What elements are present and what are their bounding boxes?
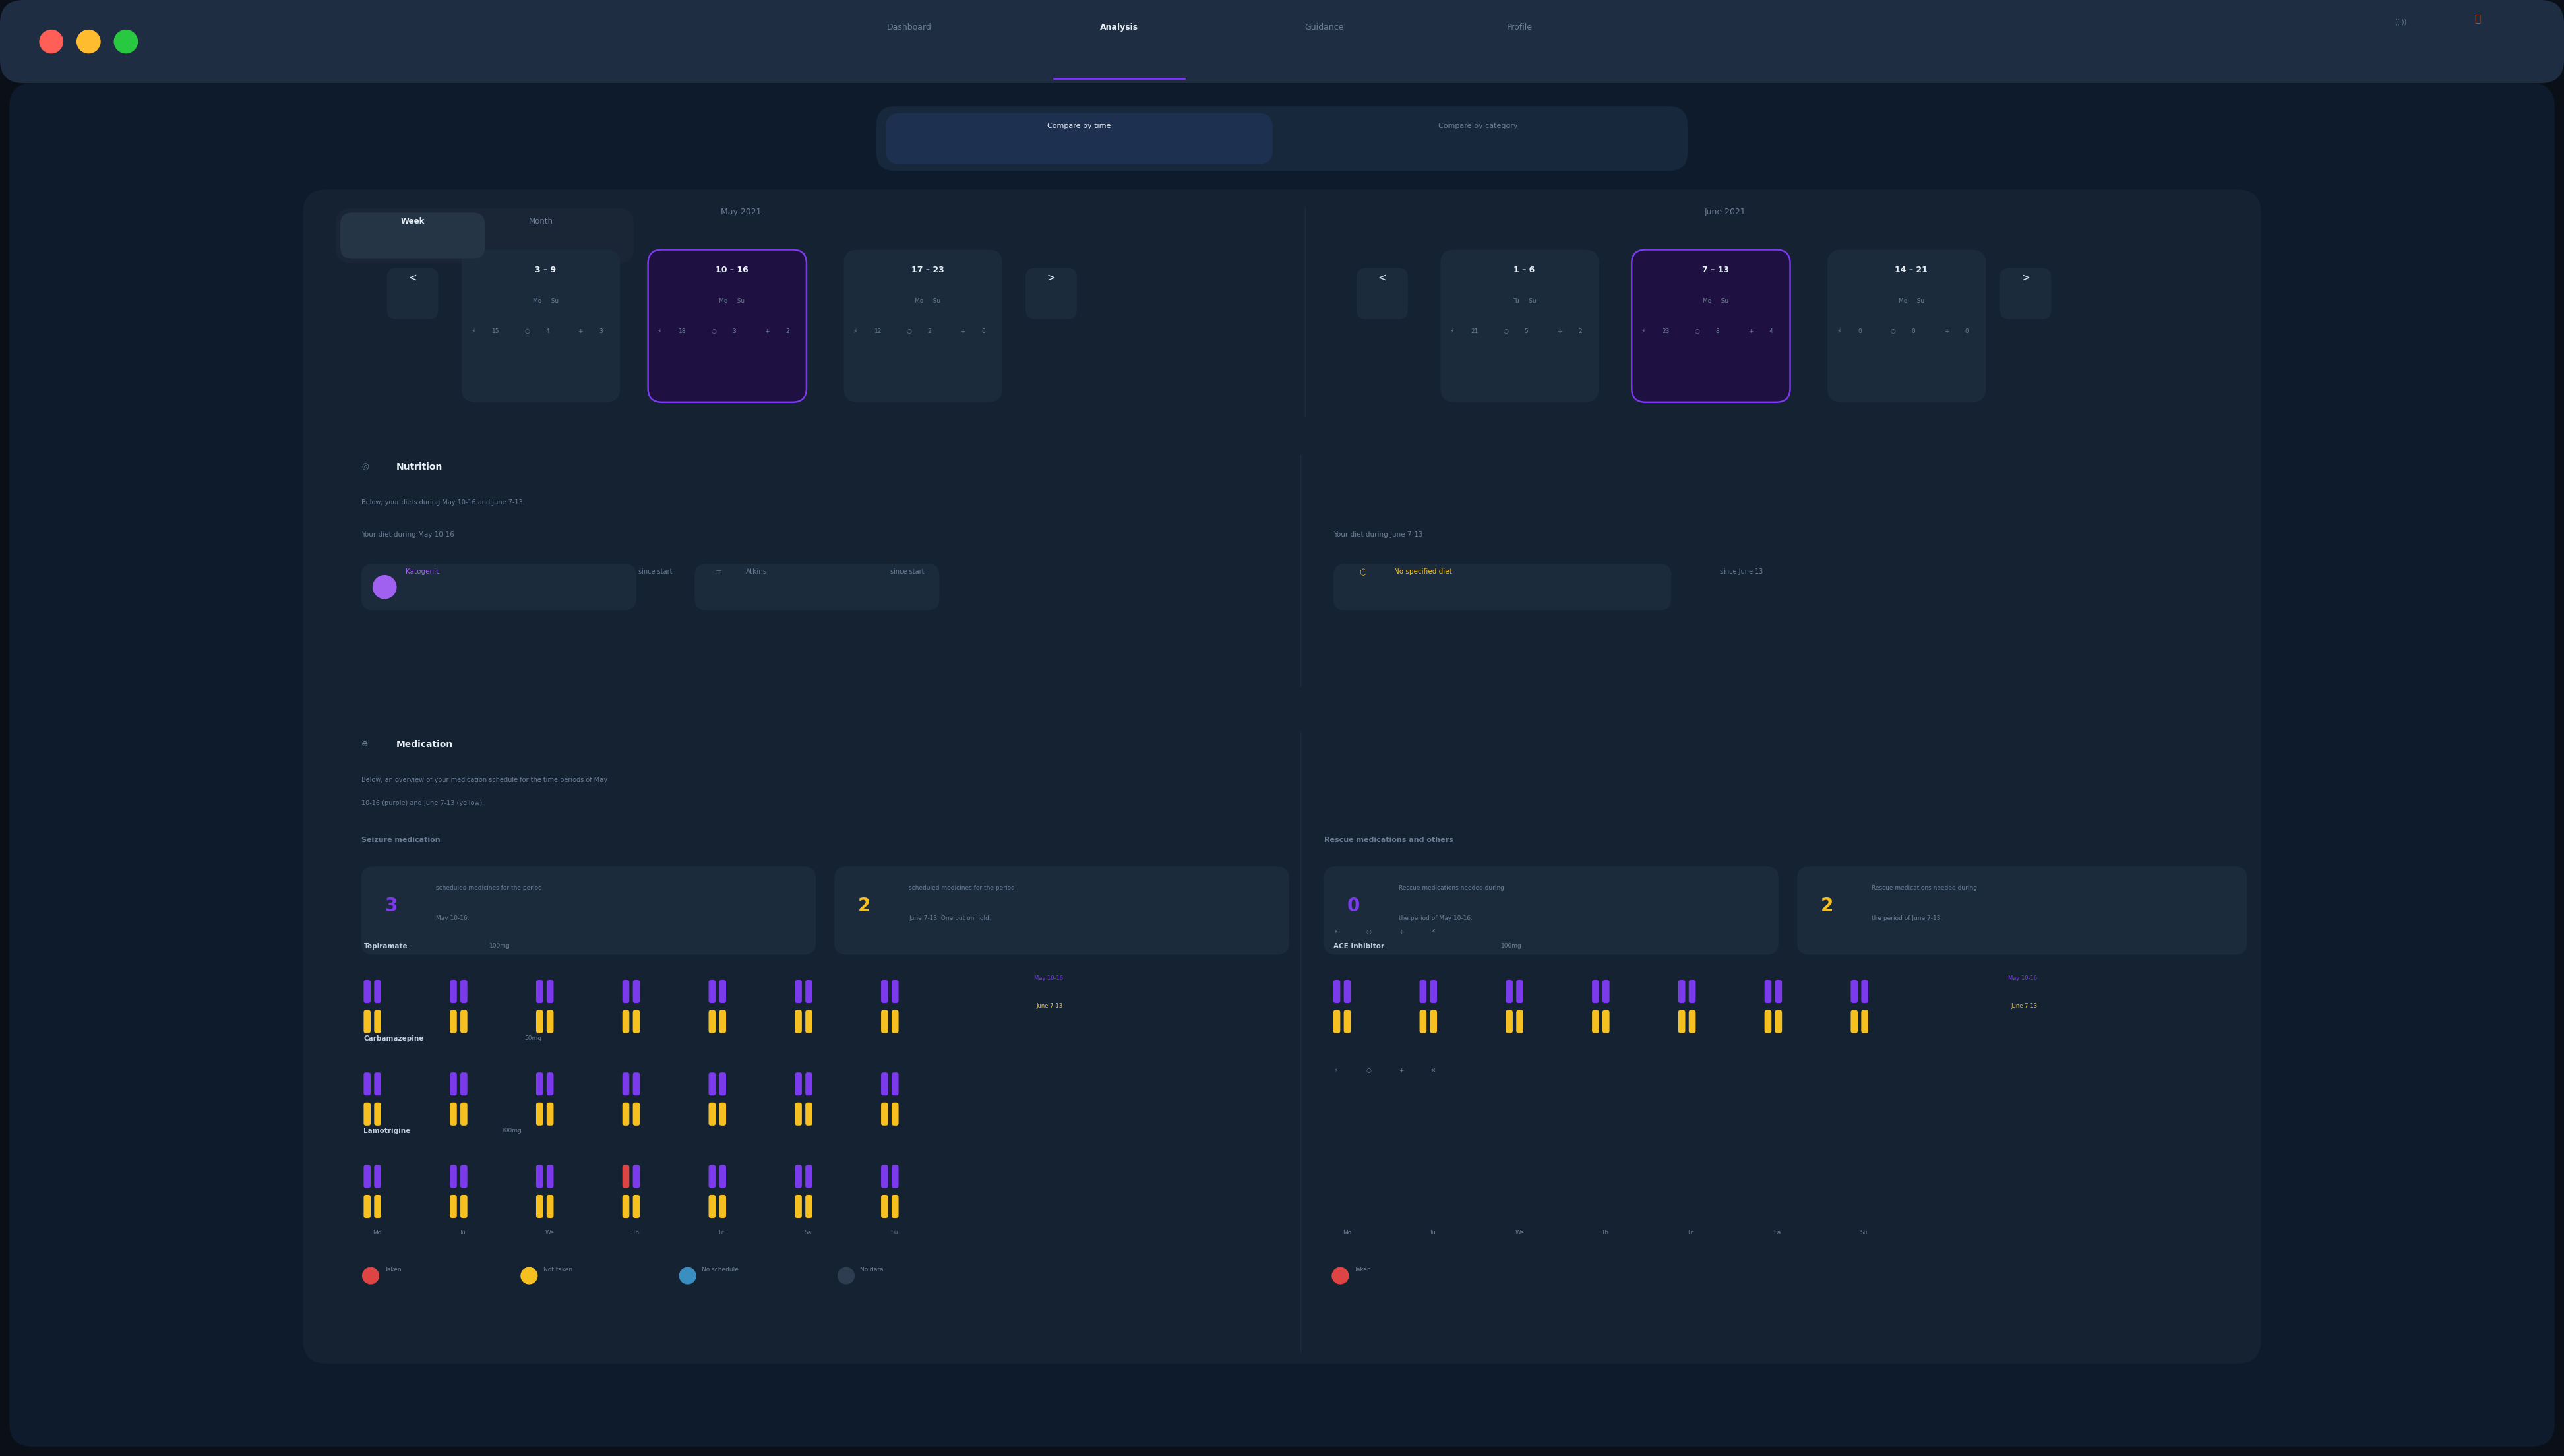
FancyBboxPatch shape — [844, 249, 1003, 402]
Text: +: + — [764, 328, 769, 333]
Text: 2: 2 — [1820, 897, 1833, 916]
FancyBboxPatch shape — [633, 980, 641, 1003]
FancyBboxPatch shape — [1431, 1010, 1436, 1034]
Text: 14 – 21: 14 – 21 — [1895, 266, 1928, 274]
Text: Mo     Su: Mo Su — [915, 298, 941, 304]
FancyBboxPatch shape — [623, 1195, 628, 1219]
FancyBboxPatch shape — [1774, 980, 1782, 1003]
Text: >: > — [1046, 272, 1056, 282]
Text: 10 – 16: 10 – 16 — [715, 266, 749, 274]
Text: Lamotrigine: Lamotrigine — [364, 1128, 410, 1134]
FancyBboxPatch shape — [892, 1010, 897, 1034]
Text: ≡: ≡ — [715, 568, 723, 577]
FancyBboxPatch shape — [633, 1102, 641, 1125]
FancyBboxPatch shape — [318, 721, 2246, 1364]
Text: Week: Week — [400, 217, 426, 226]
Text: 100mg: 100mg — [1500, 943, 1523, 949]
FancyBboxPatch shape — [718, 1102, 726, 1125]
FancyBboxPatch shape — [623, 1073, 628, 1095]
FancyBboxPatch shape — [1861, 1010, 1869, 1034]
FancyBboxPatch shape — [362, 866, 815, 955]
Text: Not taken: Not taken — [544, 1267, 572, 1273]
FancyBboxPatch shape — [10, 83, 2554, 1447]
FancyBboxPatch shape — [1441, 249, 1600, 402]
FancyBboxPatch shape — [374, 980, 382, 1003]
Text: Mo     Su: Mo Su — [1702, 298, 1728, 304]
FancyBboxPatch shape — [536, 980, 544, 1003]
Text: 3: 3 — [600, 328, 603, 333]
FancyBboxPatch shape — [1333, 1010, 1341, 1034]
Text: Compare by time: Compare by time — [1049, 122, 1110, 130]
FancyBboxPatch shape — [833, 866, 1290, 955]
FancyBboxPatch shape — [1679, 980, 1685, 1003]
FancyBboxPatch shape — [1356, 268, 1408, 319]
Circle shape — [372, 575, 397, 598]
FancyBboxPatch shape — [546, 1195, 554, 1219]
Text: May 10-16.: May 10-16. — [436, 916, 469, 922]
FancyBboxPatch shape — [708, 1102, 715, 1125]
Text: ✕: ✕ — [1431, 1067, 1436, 1073]
Text: Month: Month — [528, 217, 554, 226]
Text: since start: since start — [638, 568, 672, 575]
Text: 🔔: 🔔 — [2474, 15, 2482, 23]
Text: Compare by category: Compare by category — [1438, 122, 1518, 130]
FancyBboxPatch shape — [1420, 980, 1426, 1003]
Text: 23: 23 — [1661, 328, 1669, 333]
FancyBboxPatch shape — [718, 1165, 726, 1188]
Text: ○: ○ — [1367, 929, 1372, 935]
Text: ACE Inhibitor: ACE Inhibitor — [1333, 943, 1385, 949]
Text: Tu     Su: Tu Su — [1513, 298, 1536, 304]
FancyBboxPatch shape — [449, 1102, 456, 1125]
FancyBboxPatch shape — [462, 1010, 467, 1034]
FancyBboxPatch shape — [364, 1195, 372, 1219]
Text: 7 – 13: 7 – 13 — [1702, 266, 1728, 274]
Text: Atkins: Atkins — [746, 568, 767, 575]
FancyBboxPatch shape — [374, 1010, 382, 1034]
FancyBboxPatch shape — [449, 1165, 456, 1188]
FancyBboxPatch shape — [546, 1102, 554, 1125]
Text: Medication: Medication — [397, 740, 454, 748]
FancyBboxPatch shape — [882, 1010, 887, 1034]
FancyBboxPatch shape — [364, 1073, 372, 1095]
FancyBboxPatch shape — [718, 980, 726, 1003]
FancyBboxPatch shape — [805, 1165, 813, 1188]
Text: No schedule: No schedule — [703, 1267, 738, 1273]
Text: Taken: Taken — [385, 1267, 403, 1273]
Text: No data: No data — [859, 1267, 885, 1273]
FancyBboxPatch shape — [1592, 980, 1600, 1003]
FancyBboxPatch shape — [795, 1165, 803, 1188]
FancyBboxPatch shape — [462, 980, 467, 1003]
FancyBboxPatch shape — [805, 1073, 813, 1095]
FancyBboxPatch shape — [623, 1165, 628, 1188]
FancyBboxPatch shape — [1690, 1010, 1695, 1034]
Text: scheduled medicines for the period: scheduled medicines for the period — [910, 885, 1015, 891]
FancyBboxPatch shape — [318, 444, 2246, 697]
Text: Mo: Mo — [1344, 1229, 1351, 1236]
Text: 2: 2 — [785, 328, 790, 333]
FancyBboxPatch shape — [449, 1195, 456, 1219]
FancyBboxPatch shape — [1679, 1010, 1685, 1034]
FancyBboxPatch shape — [877, 106, 1687, 170]
FancyBboxPatch shape — [546, 1010, 554, 1034]
Text: ○: ○ — [710, 328, 715, 333]
Text: +: + — [1397, 1067, 1403, 1073]
FancyBboxPatch shape — [364, 1102, 372, 1125]
Text: +: + — [1397, 929, 1403, 935]
FancyBboxPatch shape — [303, 189, 2261, 1364]
FancyBboxPatch shape — [1431, 980, 1436, 1003]
Text: Analysis: Analysis — [1100, 23, 1138, 32]
FancyBboxPatch shape — [1797, 866, 2246, 955]
FancyBboxPatch shape — [633, 1010, 641, 1034]
FancyBboxPatch shape — [336, 208, 633, 264]
FancyBboxPatch shape — [462, 1195, 467, 1219]
FancyBboxPatch shape — [1602, 1010, 1610, 1034]
FancyBboxPatch shape — [1505, 1010, 1513, 1034]
FancyBboxPatch shape — [1851, 1010, 1859, 1034]
Text: Your diet during June 7-13: Your diet during June 7-13 — [1333, 531, 1423, 539]
Text: scheduled medicines for the period: scheduled medicines for the period — [436, 885, 541, 891]
Text: Mo: Mo — [372, 1229, 382, 1236]
Text: 8: 8 — [1715, 328, 1720, 333]
Text: ⚡: ⚡ — [656, 328, 662, 333]
FancyBboxPatch shape — [718, 1010, 726, 1034]
